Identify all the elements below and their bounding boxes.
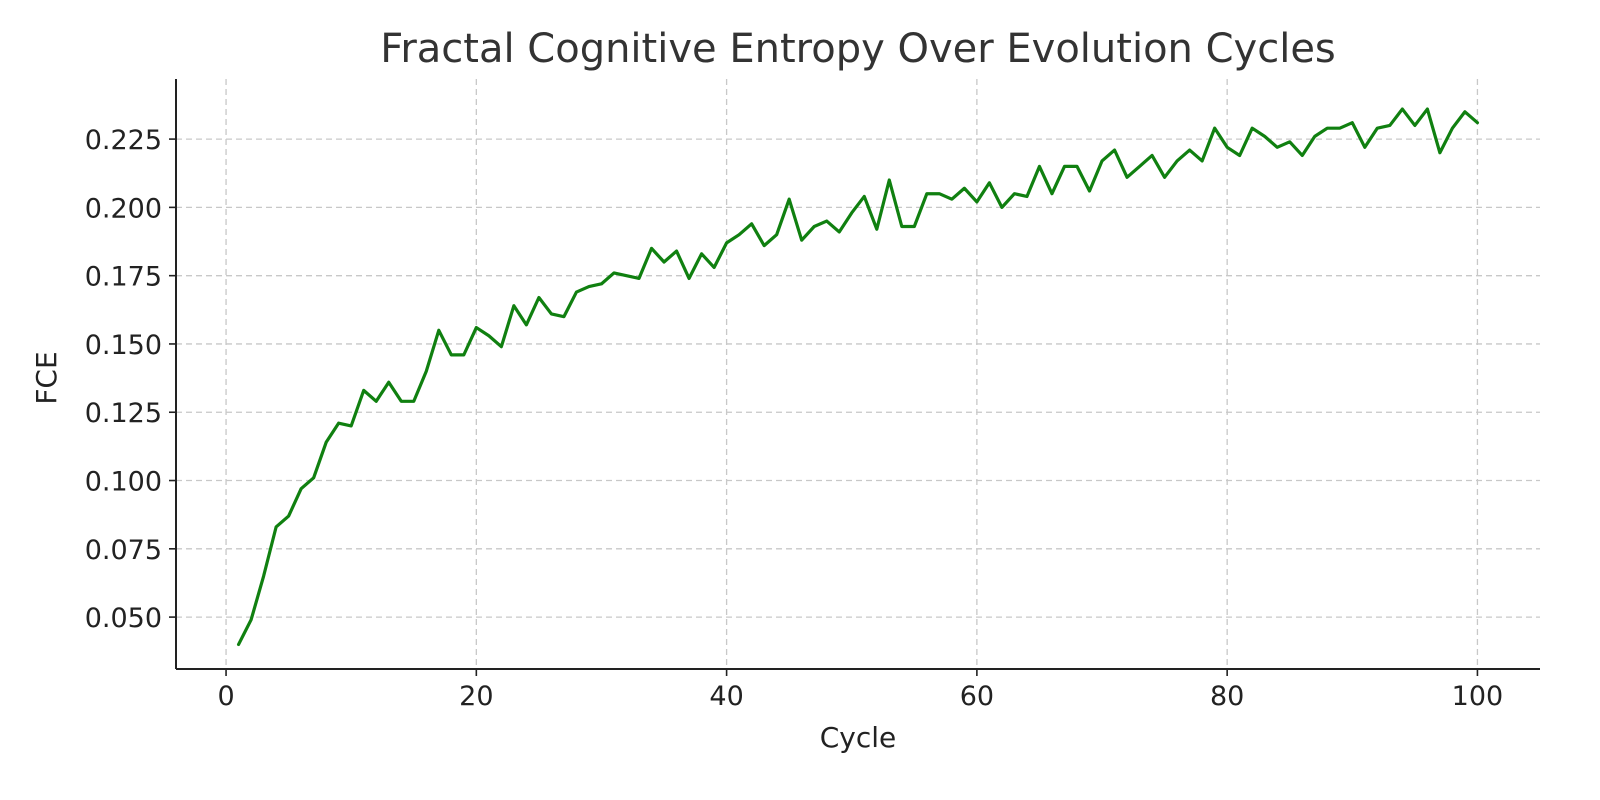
y-tick-label: 0.150 (85, 330, 162, 361)
x-axis-label: Cycle (820, 721, 897, 754)
y-tick-label: 0.225 (85, 125, 162, 156)
x-tick-label: 80 (1210, 681, 1244, 712)
y-axis-label: FCE (30, 351, 63, 404)
y-tick-label: 0.125 (85, 398, 162, 429)
x-tick-label: 0 (217, 681, 234, 712)
y-tick-label: 0.100 (85, 467, 162, 498)
grid (176, 79, 1540, 669)
chart-title: Fractal Cognitive Entropy Over Evolution… (380, 26, 1336, 72)
y-tick-label: 0.200 (85, 193, 162, 224)
x-tick-label: 100 (1452, 681, 1504, 712)
x-tick-label: 60 (960, 681, 994, 712)
series-layer (236, 107, 1480, 647)
x-tick-label: 20 (459, 681, 493, 712)
series-line (236, 107, 1480, 647)
y-tick-label: 0.050 (85, 603, 162, 634)
y-tick-label: 0.075 (85, 535, 162, 566)
x-tick-label: 40 (709, 681, 743, 712)
ticks: 0 20 40 60 80 100 0.050 0.075 0.100 0.125 0.150 0.1… (85, 125, 1504, 712)
y-tick-label: 0.175 (85, 262, 162, 293)
